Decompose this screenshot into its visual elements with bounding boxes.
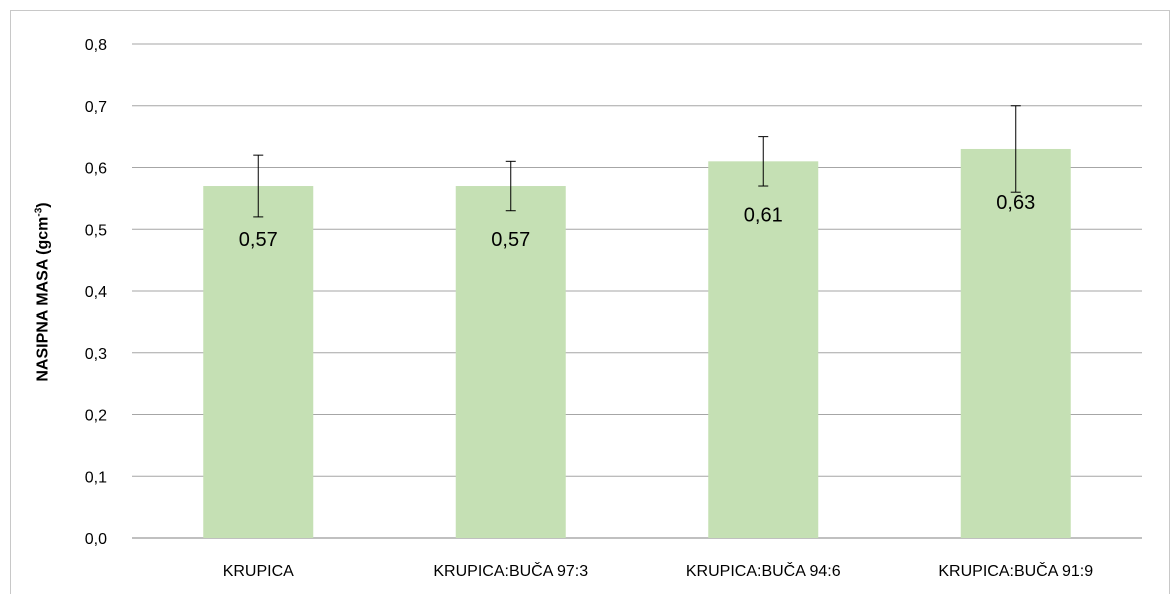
data-label: 0,63 (996, 192, 1035, 214)
x-tick-label: KRUPICA:BUČA 91:9 (938, 561, 1093, 580)
y-tick-label: 0,0 (85, 531, 107, 548)
y-tick-label: 0,7 (85, 99, 107, 116)
bar (708, 161, 819, 538)
y-tick-label: 0,1 (85, 469, 107, 486)
data-label: 0,57 (239, 229, 278, 251)
y-tick-label: 0,5 (85, 222, 107, 239)
x-tick-label: KRUPICA:BUČA 94:6 (686, 561, 841, 580)
bar (203, 186, 314, 538)
y-tick-label: 0,6 (85, 161, 107, 178)
x-tick-label: KRUPICA (223, 563, 294, 580)
bar (960, 148, 1071, 538)
y-tick-label: 0,2 (85, 408, 107, 425)
y-tick-label: 0,4 (85, 284, 107, 301)
bar (455, 186, 566, 538)
data-label: 0,61 (744, 204, 783, 226)
y-tick-label: 0,8 (85, 37, 107, 54)
x-tick-label: KRUPICA:BUČA 97:3 (433, 561, 588, 580)
data-label: 0,57 (491, 229, 530, 251)
y-tick-label: 0,3 (85, 346, 107, 363)
